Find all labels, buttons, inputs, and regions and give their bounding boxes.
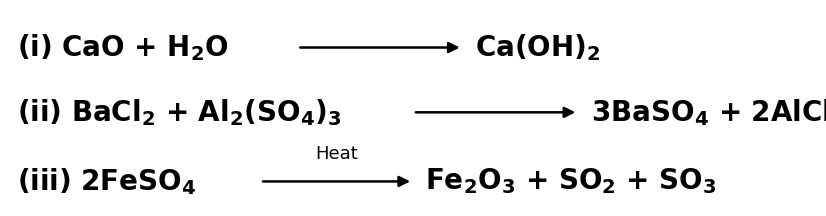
Text: (i) CaO + H$_\mathregular{2}$O: (i) CaO + H$_\mathregular{2}$O [17, 32, 228, 63]
Text: 3BaSO$_\mathregular{4}$ + 2AlCl$_\mathregular{3}$: 3BaSO$_\mathregular{4}$ + 2AlCl$_\mathre… [591, 97, 826, 128]
Text: Fe$_\mathregular{2}$O$_\mathregular{3}$ + SO$_\mathregular{2}$ + SO$_\mathregula: Fe$_\mathregular{2}$O$_\mathregular{3}$ … [425, 167, 717, 196]
Text: (ii) BaCl$_\mathregular{2}$ + Al$_\mathregular{2}$(SO$_\mathregular{4}$)$_\mathr: (ii) BaCl$_\mathregular{2}$ + Al$_\mathr… [17, 97, 341, 128]
Text: (iii) 2FeSO$_\mathregular{4}$: (iii) 2FeSO$_\mathregular{4}$ [17, 166, 196, 197]
Text: Heat: Heat [316, 145, 358, 163]
Text: Ca(OH)$_\mathregular{2}$: Ca(OH)$_\mathregular{2}$ [475, 32, 601, 63]
